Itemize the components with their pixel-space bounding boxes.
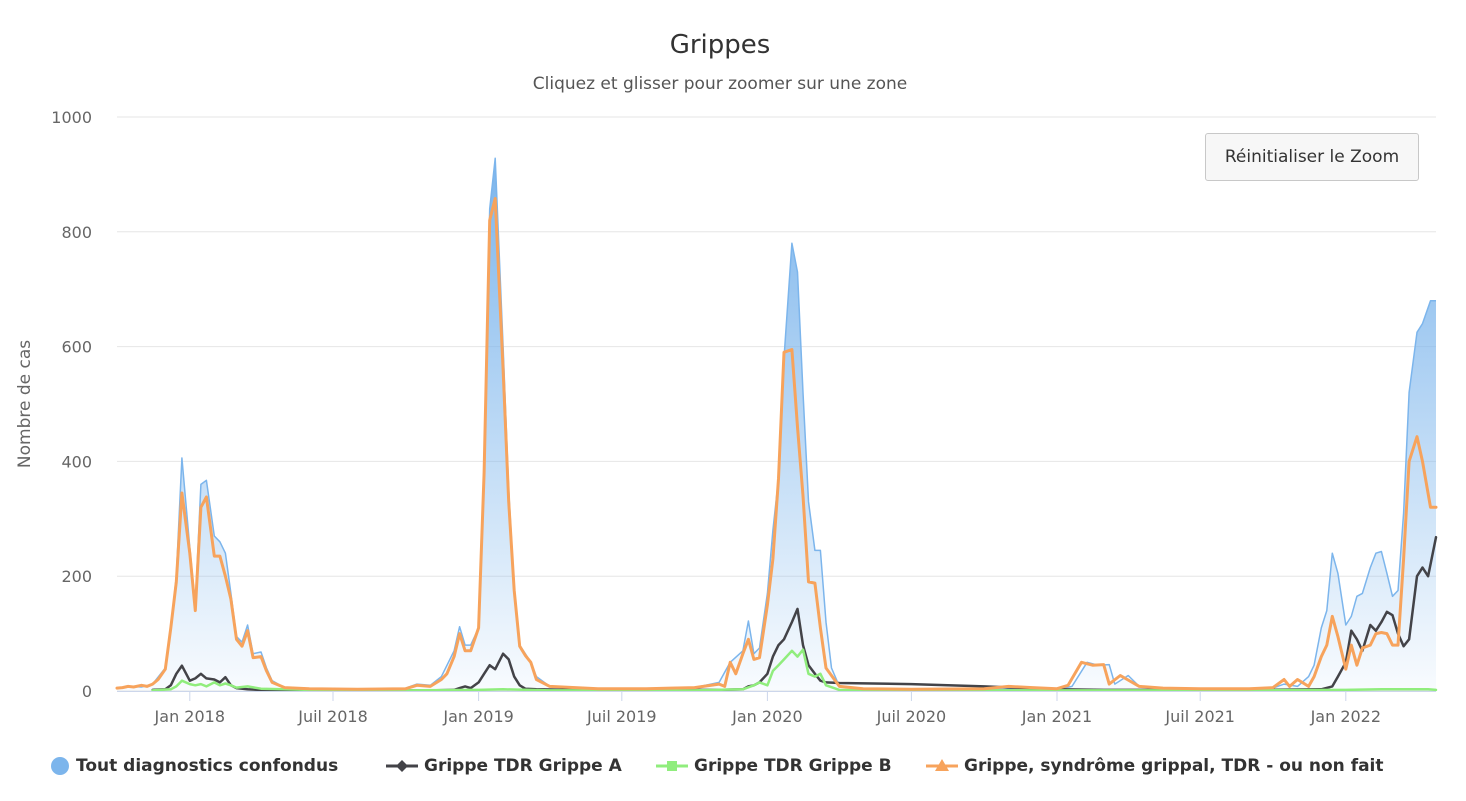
square-marker-icon (656, 761, 688, 771)
series-line (115, 197, 1438, 691)
triangle-marker-icon (926, 759, 958, 771)
reset-zoom-button[interactable]: Réinitialiser le Zoom (1205, 133, 1419, 181)
series-layer (115, 157, 1438, 692)
x-tick-label: Jan 2019 (442, 707, 513, 726)
circle-marker-icon (51, 757, 69, 775)
x-tick-label: Juil 2020 (876, 707, 947, 726)
x-tick-label: Jan 2021 (1021, 707, 1092, 726)
x-tick-label: Jan 2018 (154, 707, 225, 726)
legend-label: Tout diagnostics confondus (76, 756, 339, 776)
legend-item[interactable]: Grippe, syndrôme grippal, TDR - ou non f… (926, 752, 1384, 780)
axes: 0 200 400 600 800 1000 Jan 2018 Juil 2018 Jan 20… (51, 108, 1436, 726)
x-tick-label: Juil 2018 (297, 707, 368, 726)
legend: Tout diagnostics confondus Grippe TDR Gri… (0, 752, 1466, 782)
y-axis-title: Nombre de cas (15, 340, 35, 468)
y-tick-label: 400 (61, 452, 92, 471)
legend-item[interactable]: Grippe TDR Grippe B (656, 752, 892, 780)
legend-item[interactable]: Tout diagnostics confondus (50, 752, 338, 780)
legend-label: Grippe TDR Grippe B (694, 756, 892, 776)
x-tick-label: Juil 2021 (1164, 707, 1235, 726)
chart-title: Grippes (669, 30, 771, 60)
y-tick-label: 200 (61, 567, 92, 586)
chart-subtitle: Cliquez et glisser pour zoomer sur une z… (532, 74, 908, 94)
diamond-marker-icon (386, 760, 418, 772)
legend-item[interactable]: Grippe TDR Grippe A (386, 752, 622, 780)
y-tick-label: 800 (61, 223, 92, 242)
y-tick-label: 0 (82, 682, 92, 701)
y-tick-label: 600 (61, 338, 92, 357)
legend-label: Grippe, syndrôme grippal, TDR - ou non f… (964, 756, 1384, 776)
x-tick-label: Jan 2020 (731, 707, 802, 726)
series-line (116, 157, 1436, 691)
x-tick-label: Juil 2019 (586, 707, 657, 726)
plot-area[interactable]: 0 200 400 600 800 1000 Jan 2018 Juil 2018 Jan 20… (0, 0, 1466, 745)
legend-label: Grippe TDR Grippe A (424, 756, 622, 776)
x-tick-label: Jan 2022 (1310, 707, 1381, 726)
y-tick-label: 1000 (51, 108, 92, 127)
series-area-fill (117, 158, 1436, 692)
